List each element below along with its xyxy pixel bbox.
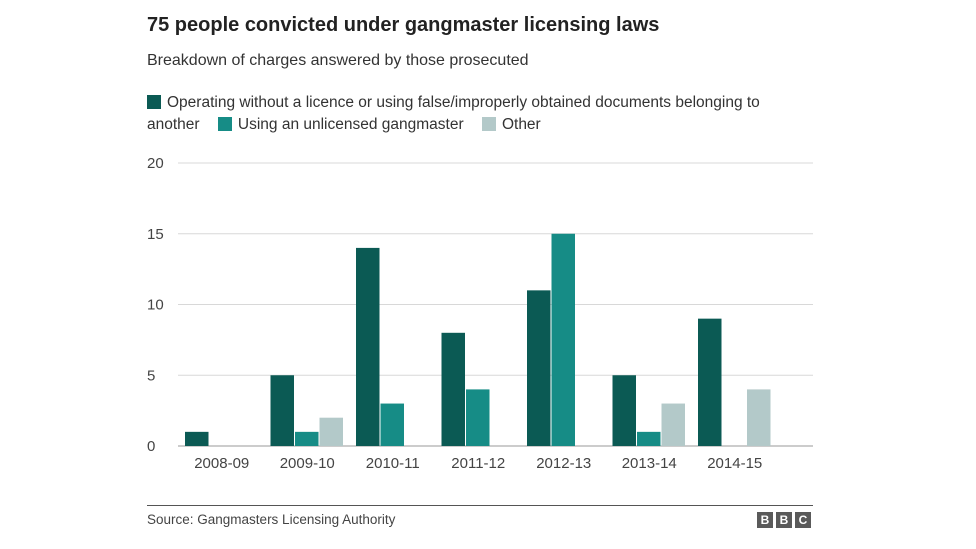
bar-2013-14-series-2 xyxy=(661,403,685,446)
bbc-logo-letter: B xyxy=(776,512,792,528)
legend-swatch-series-0 xyxy=(147,95,161,109)
bar-2013-14-series-1 xyxy=(637,431,661,446)
bbc-logo-letter: B xyxy=(757,512,773,528)
chart-subtitle: Breakdown of charges answered by those p… xyxy=(147,52,529,69)
legend: Operating without a licence or using fal… xyxy=(147,92,787,136)
bar-2014-15-series-2 xyxy=(747,389,771,446)
x-tick-label: 2013-14 xyxy=(622,455,677,472)
bbc-logo: B B C xyxy=(757,512,811,528)
bar-2013-14-series-0 xyxy=(612,375,636,446)
legend-label-series-2: Other xyxy=(501,116,541,133)
legend-swatch-series-1 xyxy=(217,117,232,131)
bar-2011-12-series-1 xyxy=(466,389,490,446)
bar-2010-11-series-0 xyxy=(356,247,380,446)
legend-label-series-1: Using an unlicensed gangmaster xyxy=(237,116,464,133)
x-tick-label: 2008-09 xyxy=(194,455,249,472)
y-tick-label: 20 xyxy=(147,155,164,172)
bbc-logo-letter: C xyxy=(795,512,811,528)
bar-2009-10-series-0 xyxy=(270,375,294,446)
x-tick-label: 2012-13 xyxy=(536,455,591,472)
bar-2014-15-series-0 xyxy=(698,318,722,446)
x-tick-label: 2014-15 xyxy=(707,455,762,472)
legend-item-series-1: Using an unlicensed gangmaster xyxy=(217,116,464,133)
bar-2012-13-series-0 xyxy=(527,290,551,446)
y-tick-label: 5 xyxy=(147,367,155,384)
legend-swatch-series-2 xyxy=(481,117,496,131)
bar-2008-09-series-0 xyxy=(185,431,209,446)
x-tick-label: 2010-11 xyxy=(366,455,420,472)
footer-divider xyxy=(147,505,813,506)
legend-label-series-0: Operating without a licence or using fal… xyxy=(147,94,760,133)
bar-2010-11-series-1 xyxy=(380,403,404,446)
x-tick-label: 2009-10 xyxy=(280,455,335,472)
chart-title: 75 people convicted under gangmaster lic… xyxy=(147,14,660,36)
x-tick-label: 2011-12 xyxy=(451,455,505,472)
bar-2009-10-series-2 xyxy=(319,417,343,446)
legend-item-series-0: Operating without a licence or using fal… xyxy=(147,94,760,133)
source-note: Source: Gangmasters Licensing Authority xyxy=(147,512,396,527)
legend-item-series-2: Other xyxy=(481,116,541,133)
y-tick-label: 0 xyxy=(147,438,155,455)
y-tick-label: 10 xyxy=(147,297,164,314)
bar-2009-10-series-1 xyxy=(295,431,319,446)
bar-2011-12-series-0 xyxy=(441,332,465,446)
y-tick-label: 15 xyxy=(147,226,164,243)
bar-2012-13-series-1 xyxy=(551,233,575,446)
